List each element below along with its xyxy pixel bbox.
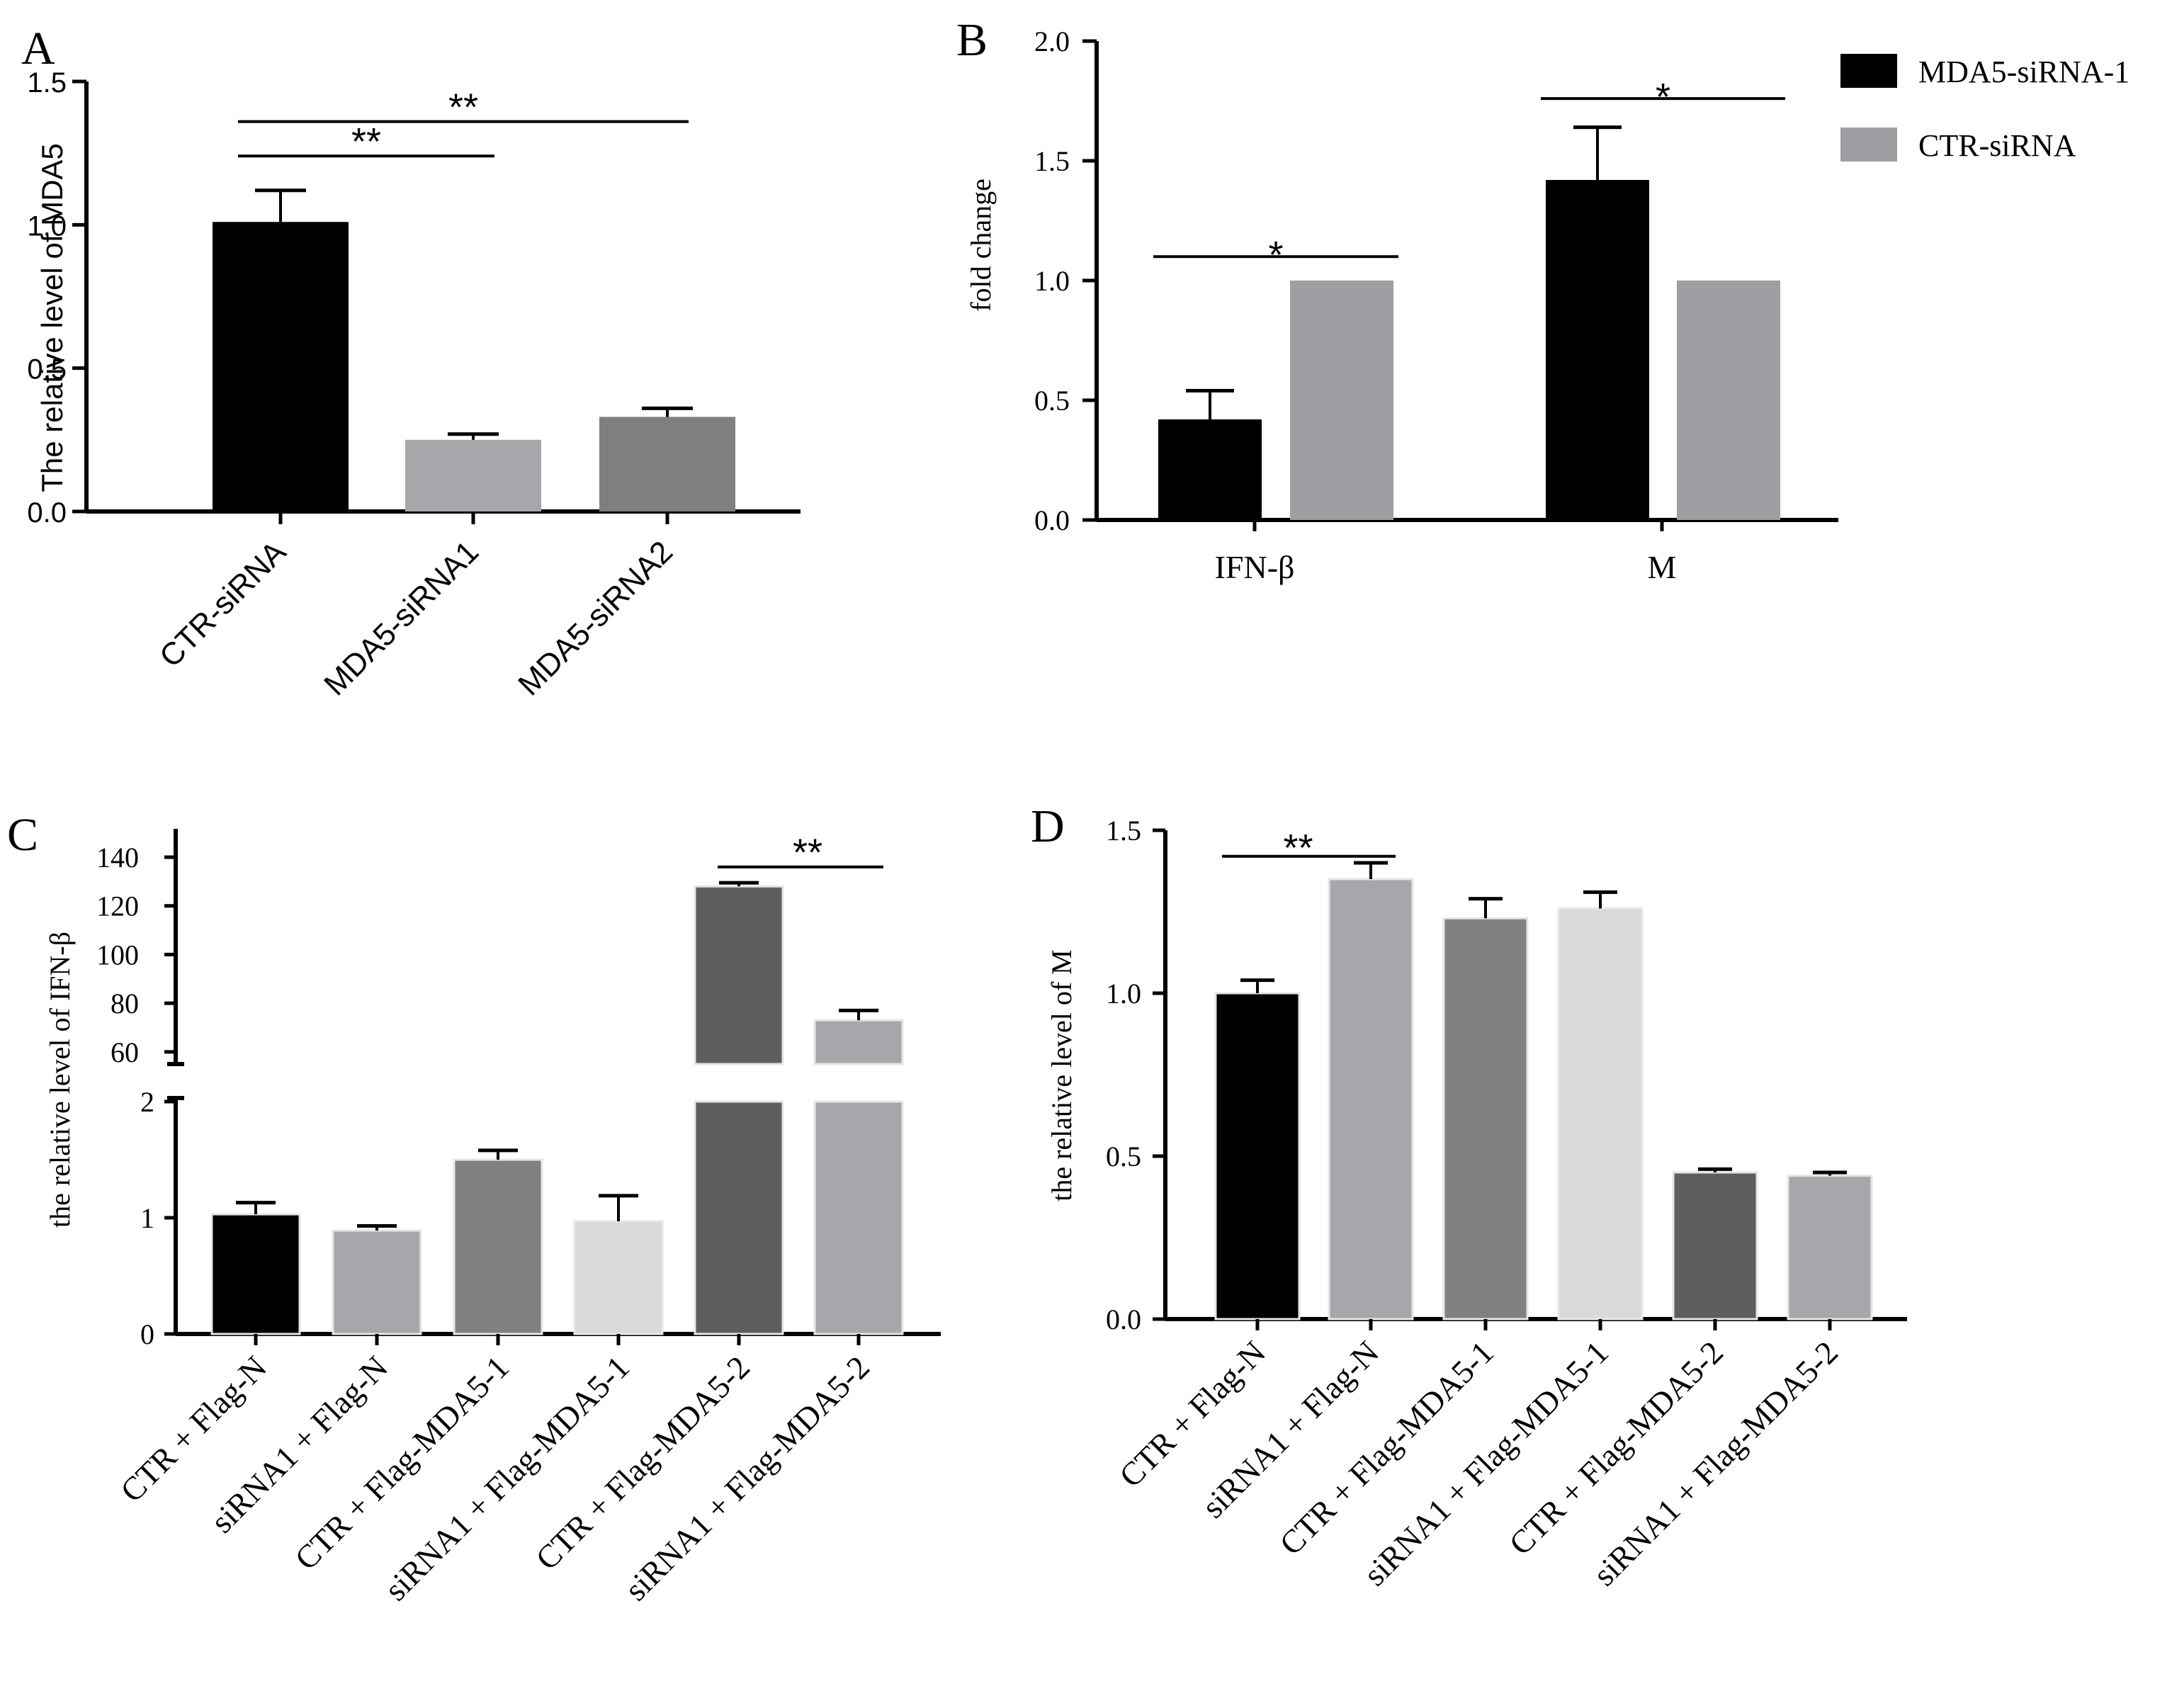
y-tick-label-c-upper: 100	[96, 939, 139, 971]
x-tick-label-b: IFN-β	[1215, 549, 1295, 585]
panel-label-b: B	[956, 14, 988, 66]
significance-marker-b: *	[1656, 76, 1670, 118]
bar-b-ctr-sirna-1	[1290, 281, 1393, 520]
bar-c-6-upper	[813, 1019, 904, 1065]
y-tick-label-a: 0.0	[27, 497, 67, 528]
bar-a-2	[405, 439, 541, 511]
y-tick-label-d: 0.5	[1106, 1141, 1141, 1172]
significance-marker-d: **	[1283, 827, 1313, 869]
bar-d-6	[1787, 1175, 1873, 1320]
bar-d-3	[1442, 917, 1529, 1320]
bar-a-3	[599, 417, 735, 511]
bar-d-4	[1557, 907, 1644, 1320]
panel-label-c: C	[7, 809, 38, 861]
y-tick-label-c-upper: 80	[111, 988, 139, 1019]
y-tick-label-a: 0.5	[27, 354, 67, 385]
y-tick-label-b: 1.0	[1034, 265, 1070, 297]
y-axis-label-d: the relative level of M	[1046, 949, 1077, 1201]
y-tick-label-b: 0.5	[1034, 385, 1070, 417]
y-tick-label-d: 1.0	[1106, 978, 1141, 1009]
bar-c-5-lower	[694, 1100, 784, 1335]
x-tick-label-d: CTR + Flag-MDA5-2	[1502, 1334, 1730, 1562]
error-bar-c-5	[719, 881, 759, 887]
legend-swatch-b-1	[1840, 54, 1897, 88]
error-bar-a-2	[448, 432, 499, 440]
x-tick-label-a: CTR-siRNA	[153, 534, 293, 674]
x-tick-label-b: M	[1648, 549, 1677, 585]
error-bar-c-3	[478, 1148, 518, 1160]
y-tick-label-a: 1.5	[27, 67, 67, 98]
y-tick-label-d: 0.0	[1106, 1303, 1141, 1335]
y-tick-label-b: 0.0	[1034, 504, 1070, 536]
bar-c-3	[453, 1158, 543, 1335]
bar-d-1	[1214, 992, 1301, 1320]
y-tick-label-b: 1.5	[1034, 145, 1070, 177]
significance-marker-c: **	[793, 832, 822, 874]
panel-label-a: A	[21, 23, 55, 74]
legend-label-b-1: MDA5-siRNA-1	[1918, 55, 2129, 89]
x-tick-label-c: siRNA1 + Flag-MDA5-1	[378, 1349, 636, 1607]
error-bar-d-4	[1583, 890, 1617, 909]
bar-b-mda5-sirna-1-2	[1546, 180, 1649, 521]
legend-label-b-2: CTR-siRNA	[1918, 128, 2076, 163]
panel-label-d: D	[1031, 801, 1065, 852]
x-tick-label-c: CTR + Flag-MDA5-1	[288, 1349, 516, 1577]
error-bar-c-6	[839, 1008, 878, 1021]
error-bar-d-5	[1698, 1167, 1732, 1172]
error-bar-d-2	[1354, 861, 1388, 879]
y-tick-label-c-lower: 0	[140, 1318, 154, 1350]
error-bar-d-1	[1240, 978, 1274, 993]
error-bar-a-1	[255, 188, 306, 222]
bar-c-2	[332, 1229, 422, 1335]
bar-a-1	[213, 222, 349, 511]
significance-marker-a: **	[448, 86, 478, 129]
y-tick-label-c-upper: 140	[96, 842, 139, 873]
y-tick-label-d: 1.5	[1106, 815, 1141, 847]
bar-c-4	[573, 1220, 664, 1335]
x-tick-label-c: CTR + Flag-MDA5-2	[528, 1349, 757, 1577]
y-tick-label-c-upper: 60	[111, 1036, 139, 1068]
bar-c-6-lower	[813, 1100, 904, 1335]
bar-c-1	[210, 1213, 301, 1335]
y-axis-label-c: the relative level of IFN-β	[44, 932, 76, 1228]
x-tick-label-a: MDA5-siRNA2	[511, 534, 679, 702]
significance-marker-a: **	[351, 120, 381, 163]
x-tick-label-c: siRNA1 + Flag-MDA5-2	[618, 1349, 876, 1607]
error-bar-d-6	[1813, 1170, 1847, 1176]
error-bar-d-3	[1469, 897, 1503, 919]
error-bar-b-2	[1573, 125, 1622, 181]
x-tick-label-a: MDA5-siRNA1	[317, 534, 485, 702]
bar-b-mda5-sirna-1-1	[1158, 419, 1262, 520]
y-tick-label-c-lower: 1	[140, 1202, 154, 1234]
y-axis-label-b: fold change	[965, 179, 997, 312]
y-axis-label-a: The relative level of MDA5	[35, 143, 69, 492]
error-bar-c-1	[236, 1201, 276, 1215]
error-bar-b-1	[1186, 388, 1234, 420]
significance-marker-b: *	[1268, 234, 1283, 276]
error-bar-c-2	[357, 1223, 397, 1231]
y-tick-label-a: 1.0	[27, 210, 67, 242]
error-bar-a-3	[642, 406, 693, 417]
bar-b-ctr-sirna-2	[1677, 281, 1780, 520]
error-bar-c-4	[599, 1194, 638, 1221]
bar-d-2	[1328, 878, 1414, 1320]
y-tick-label-b: 2.0	[1034, 26, 1070, 57]
y-tick-label-c-lower: 2	[140, 1086, 154, 1118]
bar-d-5	[1672, 1171, 1758, 1320]
x-tick-label-d: CTR + Flag-MDA5-1	[1272, 1334, 1500, 1562]
y-tick-label-c-upper: 120	[96, 890, 139, 922]
legend-swatch-b-2	[1840, 128, 1897, 162]
bar-c-5-upper	[694, 885, 784, 1065]
